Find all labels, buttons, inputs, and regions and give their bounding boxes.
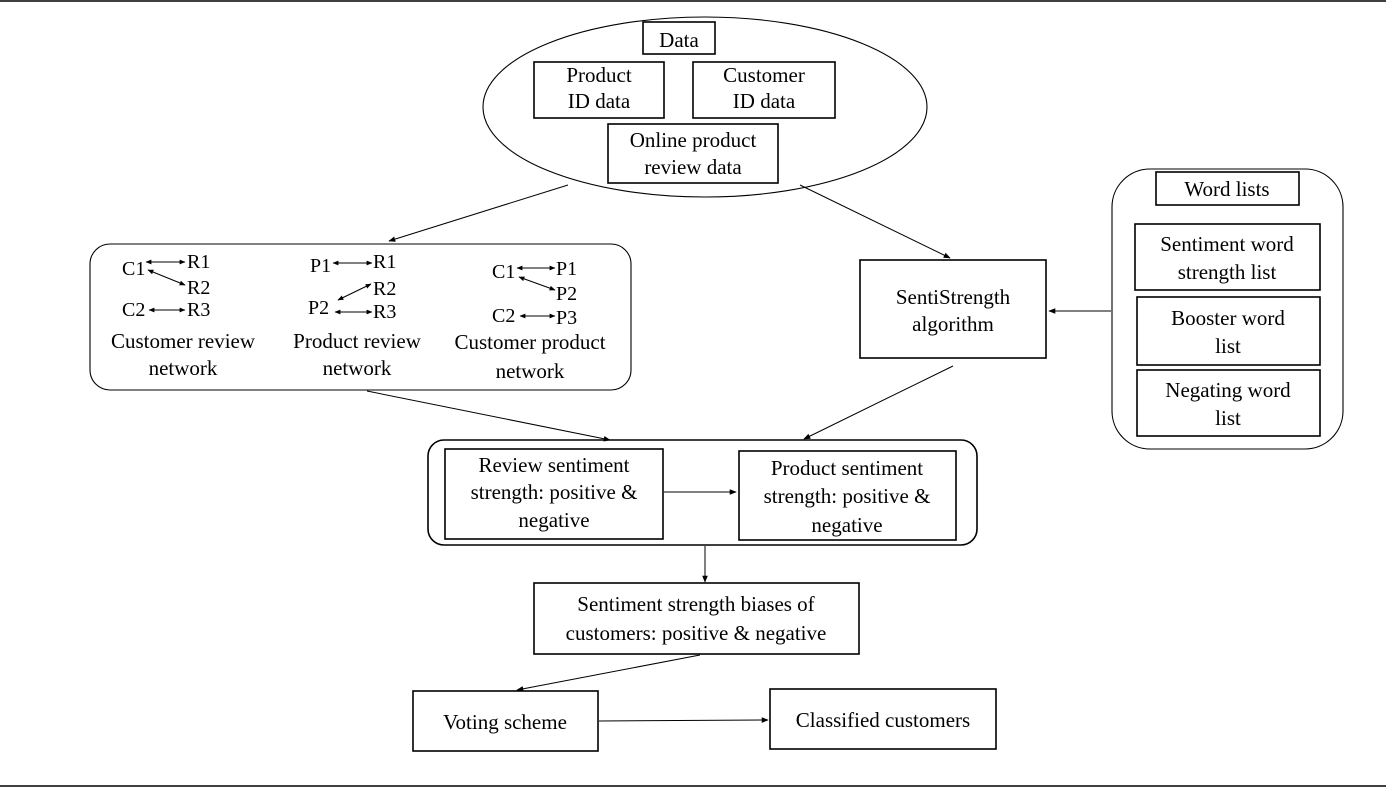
node-r1-pr: R1 — [373, 251, 396, 273]
node-p3-cp: P3 — [556, 307, 577, 329]
customer-review-network: C1 R1 R2 C2 R3 Customer review network — [111, 251, 256, 380]
node-p1: P1 — [310, 255, 331, 277]
data-title: Data — [659, 28, 699, 52]
product-review-network: P1 R1 R2 P2 R3 Product review network — [293, 251, 422, 380]
arrow-networks-to-sentiment — [366, 390, 611, 442]
arrow-biases-to-voting — [516, 654, 701, 692]
product-sentiment-box — [738, 450, 957, 541]
node-r3-pr: R3 — [373, 301, 396, 323]
sentistrength-node: SentiStrength algorithm — [859, 259, 1047, 359]
node-c2: C2 — [122, 299, 145, 321]
review-data-line2: review data — [644, 155, 742, 179]
edge-c1-p2 — [518, 276, 556, 291]
data-ellipse — [482, 16, 928, 198]
sentiment-list-line2: strength list — [1178, 260, 1277, 284]
booster-list-line2: list — [1215, 334, 1241, 358]
product-id-line1: Product — [566, 63, 631, 87]
review-sentiment-line3: negative — [518, 508, 589, 532]
sentistrength-box — [859, 259, 1047, 359]
word-lists-title: Word lists — [1184, 177, 1269, 201]
biases-line1: Sentiment strength biases of — [577, 592, 814, 616]
review-sentiment-line1: Review sentiment — [478, 453, 629, 477]
networks-box — [89, 243, 632, 391]
negating-list-line1: Negating word — [1165, 378, 1291, 402]
review-data-line1: Online product — [630, 128, 757, 152]
customer-id-box — [692, 61, 836, 119]
customer-id-line2: ID data — [733, 89, 796, 113]
review-sentiment-box — [444, 448, 664, 540]
node-p2-cp: P2 — [556, 283, 577, 305]
arrow-data-to-sentistrength — [799, 184, 951, 259]
node-c1: C1 — [122, 258, 145, 280]
node-r3: R3 — [187, 299, 210, 321]
product-review-label-line1: Product review — [293, 329, 422, 353]
edge-p2-r2 — [337, 283, 372, 301]
voting-label: Voting scheme — [443, 710, 567, 734]
negating-list-box — [1136, 369, 1321, 437]
product-sentiment-line1: Product sentiment — [771, 456, 923, 480]
sentiment-list-line1: Sentiment word — [1160, 232, 1294, 256]
arrow-sentistrength-to-sentiment — [803, 365, 954, 440]
word-lists-title-box — [1155, 171, 1300, 206]
biases-node: Sentiment strength biases of customers: … — [533, 582, 860, 655]
booster-list-box — [1136, 296, 1321, 366]
customer-product-label-line1: Customer product — [454, 330, 605, 354]
review-data-box — [607, 123, 779, 184]
voting-box — [412, 690, 599, 752]
product-sentiment-line3: negative — [811, 513, 882, 537]
review-sentiment-line2: strength: positive & — [471, 480, 638, 504]
classified-label: Classified customers — [796, 708, 970, 732]
node-r2: R2 — [187, 277, 210, 299]
biases-line2: customers: positive & negative — [566, 621, 827, 645]
sentistrength-line2: algorithm — [912, 312, 994, 336]
customer-product-network: C1 P1 P2 C2 P3 Customer product network — [454, 258, 605, 383]
node-p2: P2 — [308, 297, 329, 319]
customer-id-line1: Customer — [723, 63, 805, 87]
customer-review-label-line2: network — [149, 356, 218, 380]
arrow-data-to-networks — [388, 184, 569, 242]
customer-review-label-line1: Customer review — [111, 329, 256, 353]
node-p1-cp: P1 — [556, 258, 577, 280]
word-lists-box — [1111, 168, 1344, 450]
product-review-label-line2: network — [323, 356, 392, 380]
product-id-line2: ID data — [568, 89, 631, 113]
classified-box — [769, 688, 997, 750]
node-c1-cp: C1 — [492, 261, 515, 283]
edge-c1-r2 — [147, 269, 186, 286]
networks-group: C1 R1 R2 C2 R3 Customer review network P… — [89, 243, 632, 391]
node-r2-pr: R2 — [373, 278, 396, 300]
sentiment-list-box — [1134, 223, 1321, 291]
product-id-box — [533, 61, 665, 119]
product-sentiment-line2: strength: positive & — [764, 484, 931, 508]
arrow-voting-to-classified — [598, 717, 769, 723]
sentistrength-line1: SentiStrength — [896, 285, 1011, 309]
biases-box — [533, 582, 860, 655]
data-title-box — [642, 21, 716, 55]
word-lists-group: Word lists Sentiment word strength list … — [1111, 168, 1344, 450]
customer-product-label-line2: network — [496, 359, 565, 383]
node-c2-cp: C2 — [492, 305, 515, 327]
data-group: Data Product ID data Customer ID data On… — [482, 16, 928, 198]
node-r1: R1 — [187, 251, 210, 273]
negating-list-line2: list — [1215, 406, 1241, 430]
booster-list-line1: Booster word — [1171, 306, 1285, 330]
